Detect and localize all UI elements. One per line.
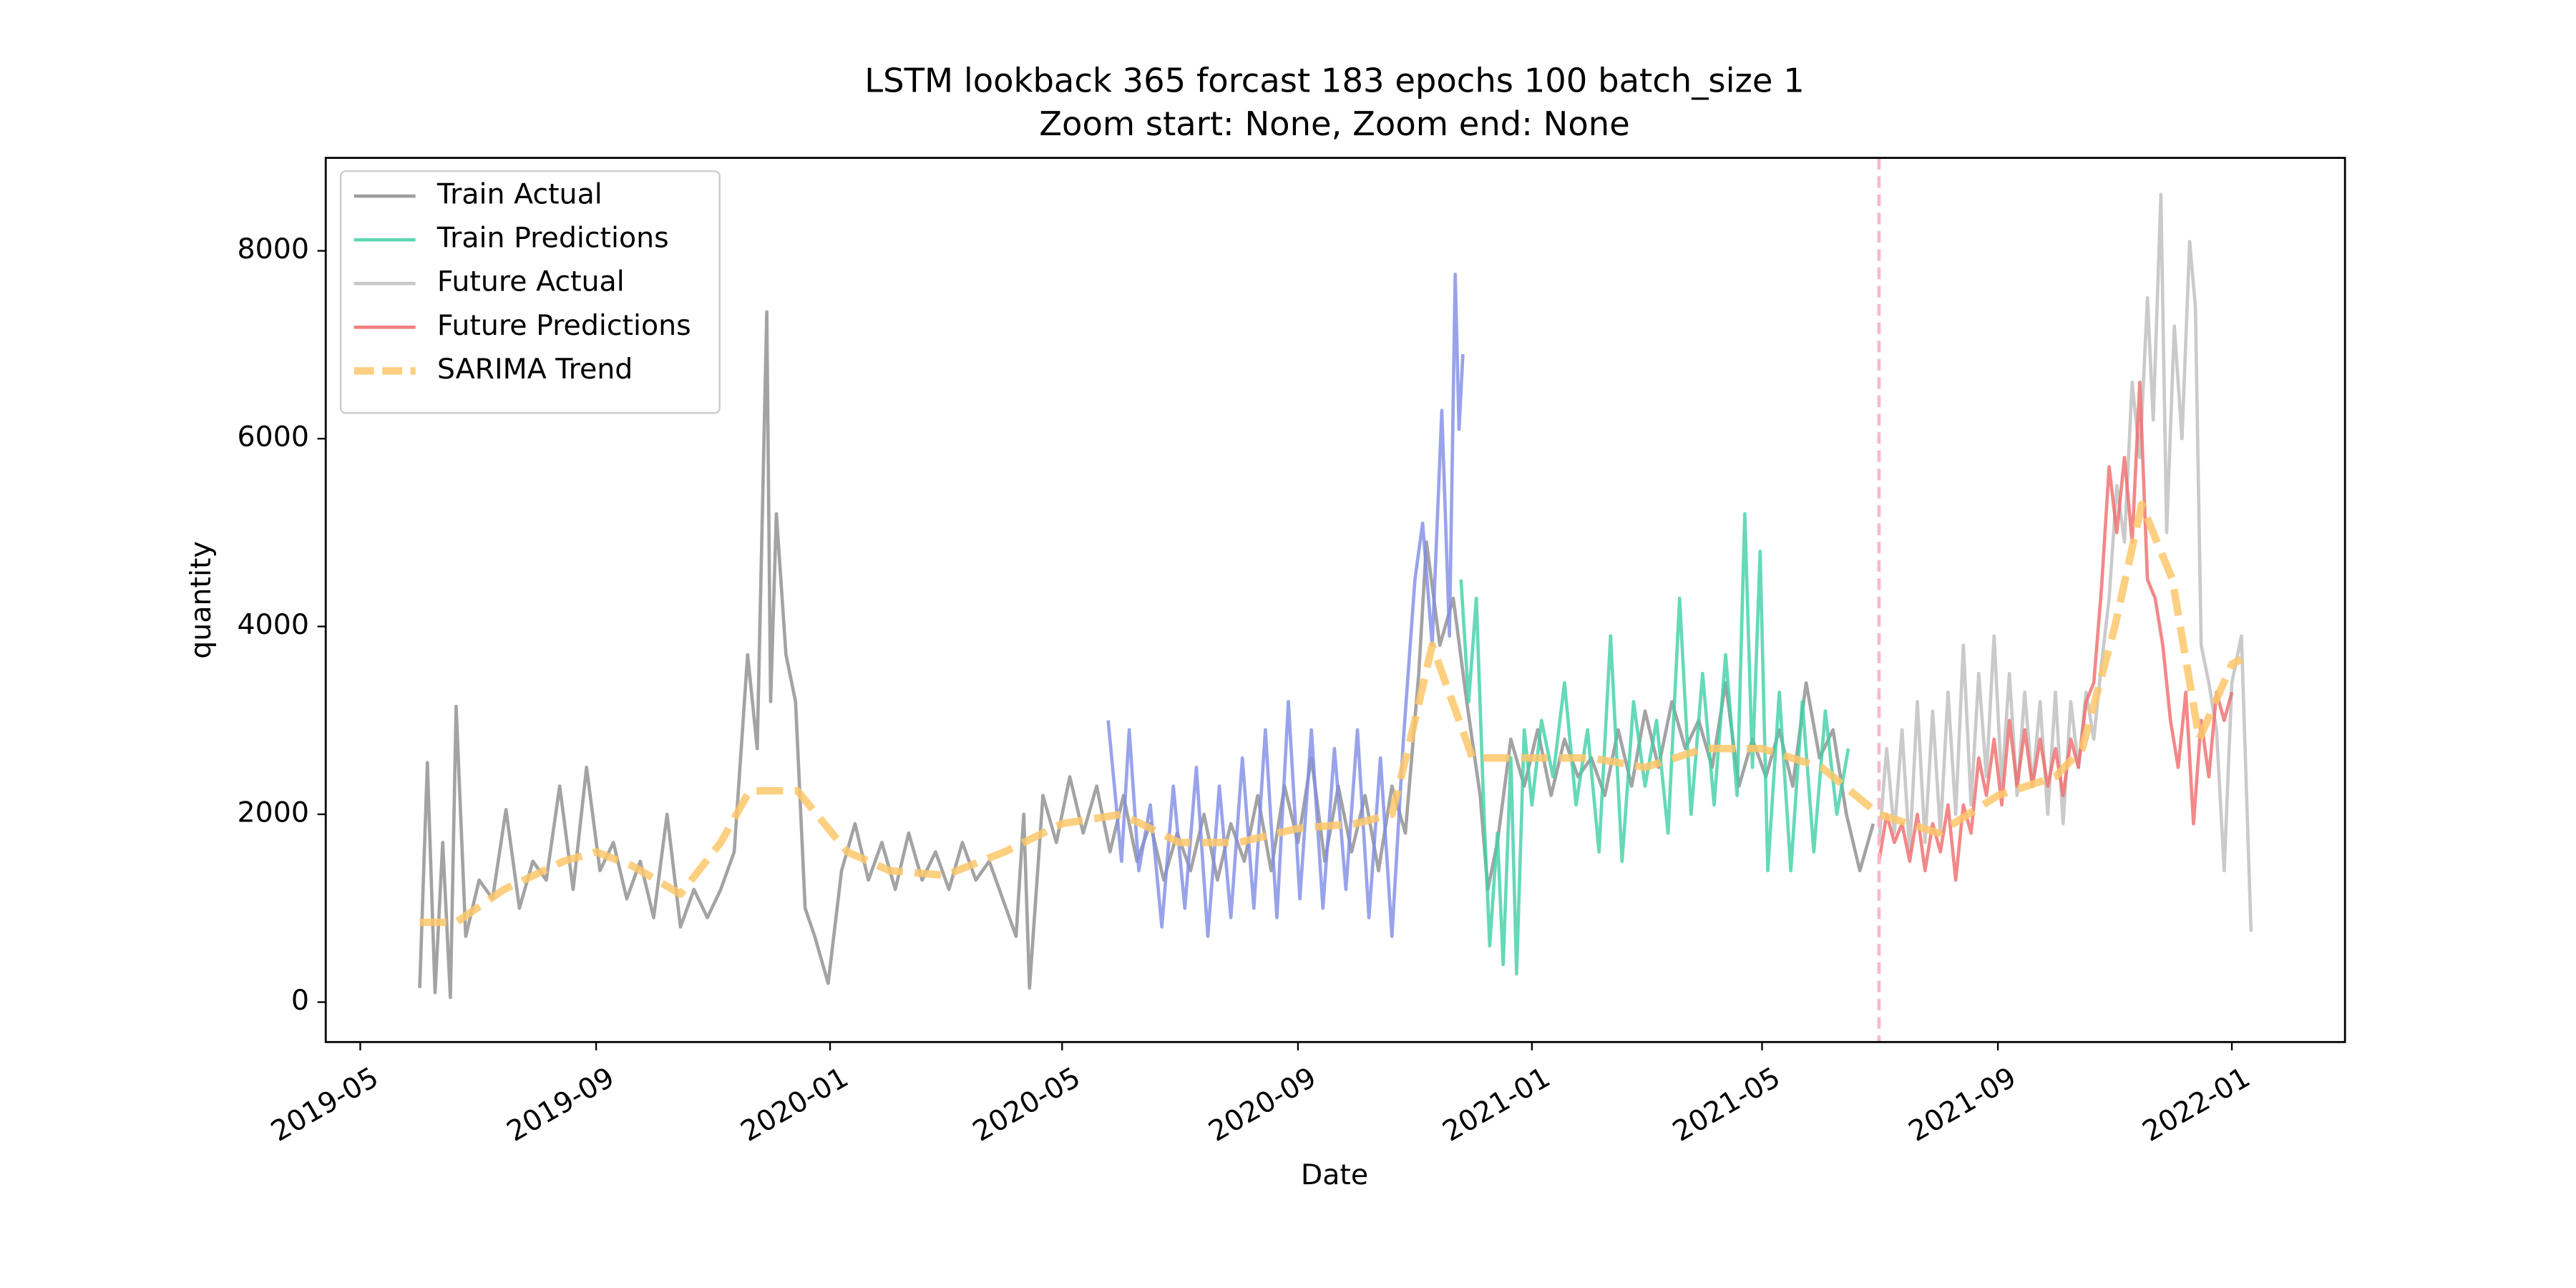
- x-axis-label: Date: [1301, 1158, 1368, 1191]
- y-tick-label: 4000: [238, 608, 309, 641]
- series-line: [419, 500, 2243, 927]
- plot-area: [418, 192, 2253, 1000]
- legend: Train Actual Train Predictions Future Actu…: [339, 170, 721, 414]
- legend-label: Future Predictions: [437, 309, 691, 342]
- y-axis-label: quantity: [185, 541, 218, 659]
- series-line: [1459, 512, 1850, 976]
- series-line: [1106, 273, 1465, 938]
- y-tick-label: 0: [291, 984, 309, 1017]
- plot-frame: [324, 157, 2346, 1043]
- chart-subtitle: Zoom start: None, Zoom end: None: [1039, 104, 1630, 143]
- legend-box: [339, 170, 721, 414]
- chart-title: LSTM lookback 365 forcast 183 epochs 100…: [864, 62, 1804, 100]
- y-tick-label: 2000: [238, 796, 309, 829]
- legend-label: Train Predictions: [436, 222, 669, 255]
- legend-label: SARIMA Trend: [437, 353, 633, 386]
- series-line: [1877, 380, 2234, 882]
- legend-label: Train Actual: [436, 178, 602, 211]
- y-tick-label: 6000: [238, 421, 309, 454]
- series-line: [418, 310, 1875, 1000]
- legend-label: Future Actual: [437, 265, 625, 298]
- y-tick-label: 8000: [238, 233, 309, 265]
